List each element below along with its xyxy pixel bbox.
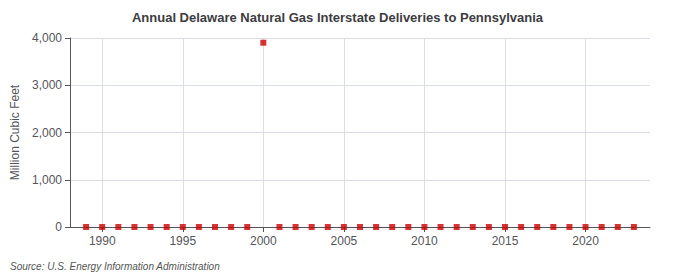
svg-text:2020: 2020 xyxy=(572,234,599,248)
svg-text:0: 0 xyxy=(55,220,62,234)
svg-text:1,000: 1,000 xyxy=(32,173,62,187)
svg-text:2015: 2015 xyxy=(492,234,519,248)
svg-text:Million Cubic Feet: Million Cubic Feet xyxy=(8,84,22,180)
svg-text:3,000: 3,000 xyxy=(32,78,62,92)
svg-text:1990: 1990 xyxy=(89,234,116,248)
svg-text:4,000: 4,000 xyxy=(32,31,62,45)
svg-text:2000: 2000 xyxy=(250,234,277,248)
svg-text:Annual Delaware Natural Gas In: Annual Delaware Natural Gas Interstate D… xyxy=(132,10,544,25)
svg-text:2,000: 2,000 xyxy=(32,126,62,140)
svg-text:2010: 2010 xyxy=(411,234,438,248)
svg-text:Source: U.S. Energy Informatio: Source: U.S. Energy Information Administ… xyxy=(10,261,220,272)
svg-text:2005: 2005 xyxy=(331,234,358,248)
svg-text:1995: 1995 xyxy=(169,234,196,248)
